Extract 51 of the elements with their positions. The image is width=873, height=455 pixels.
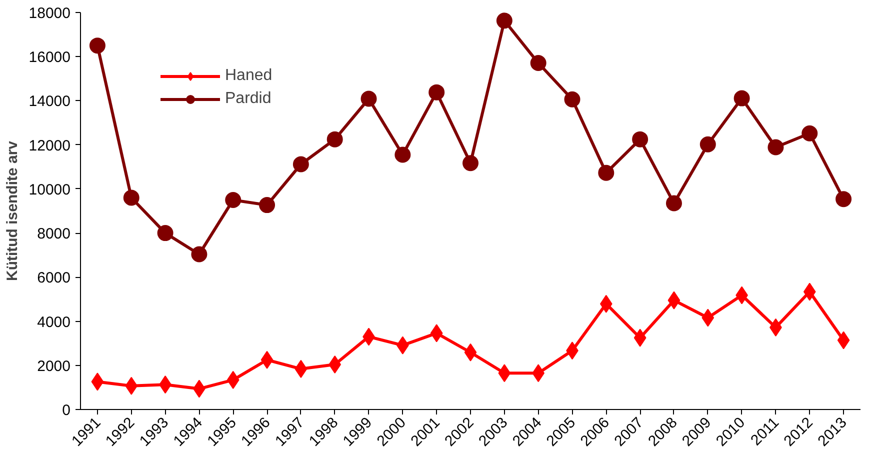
point [702, 308, 714, 327]
point [326, 131, 343, 148]
point [91, 372, 104, 391]
point [600, 294, 612, 313]
point [462, 155, 478, 172]
point [632, 131, 648, 148]
point [292, 156, 309, 172]
y-tick-label: 2000 [37, 358, 71, 375]
point [598, 164, 614, 181]
point [89, 38, 106, 54]
point [498, 364, 511, 382]
point [430, 324, 443, 342]
point [634, 328, 646, 347]
point [464, 343, 477, 362]
point [360, 90, 377, 107]
point [700, 136, 716, 152]
point [225, 192, 242, 208]
point [125, 376, 138, 395]
y-tick-label: 14000 [28, 93, 71, 110]
point [837, 331, 850, 350]
point [428, 84, 445, 100]
point [803, 282, 816, 301]
point [259, 197, 276, 214]
y-tick-label: 16000 [28, 49, 71, 66]
point [734, 90, 750, 106]
y-tick-label: 4000 [37, 314, 71, 331]
point [123, 190, 140, 206]
point [802, 125, 818, 142]
point [836, 191, 852, 208]
y-tick-label: 10000 [28, 181, 71, 198]
legend-label: Pardid [225, 90, 272, 108]
y-tick-label: 0 [62, 402, 70, 419]
legend-label: Haned [225, 67, 272, 85]
y-tick-label: 18000 [28, 5, 71, 22]
y-tick-label: 8000 [37, 226, 71, 243]
point [668, 291, 680, 310]
point [666, 195, 682, 212]
point [328, 356, 342, 374]
y-tick-label: 6000 [37, 270, 71, 287]
point [260, 350, 274, 369]
point [191, 246, 208, 262]
point [530, 55, 546, 71]
point [496, 12, 512, 29]
y-axis-title: Kütitud isendite arv [4, 140, 21, 282]
point [394, 146, 411, 163]
point [226, 370, 240, 389]
point [564, 91, 580, 108]
point [157, 225, 174, 242]
point [768, 139, 784, 156]
y-tick-label: 12000 [28, 137, 71, 154]
point [294, 360, 308, 378]
